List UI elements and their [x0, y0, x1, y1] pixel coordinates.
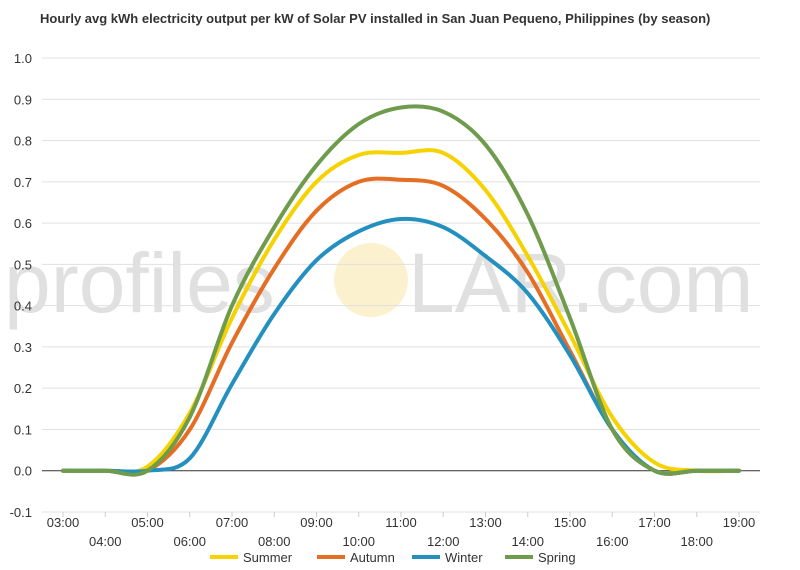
x-axis: 03:00 04:00 05:00 06:00 07:00 08:00 09:00 10:00…	[47, 512, 756, 549]
x-tick-label: 10:00	[342, 534, 375, 549]
y-tick-label: 0.5	[14, 257, 32, 272]
x-tick-label: 18:00	[680, 534, 713, 549]
x-tick-label: 04:00	[89, 534, 122, 549]
x-tick-label: 15:00	[554, 515, 587, 530]
y-tick-label: 0.9	[14, 92, 32, 107]
y-axis: -0.1 0.0 0.1 0.2 0.3 0.4 0.5 0.6 0.7 0.8 0.9 1.0	[10, 51, 32, 520]
x-tick-label: 16:00	[596, 534, 629, 549]
x-tick-label: 08:00	[258, 534, 291, 549]
x-tick-label: 19:00	[723, 515, 756, 530]
x-tick-label: 17:00	[638, 515, 671, 530]
legend-label-summer: Summer	[243, 550, 293, 565]
x-tick-label: 09:00	[300, 515, 333, 530]
watermark-text-right: LAR.com	[408, 236, 753, 330]
y-tick-label: 0.7	[14, 175, 32, 190]
legend-label-autumn: Autumn	[350, 550, 395, 565]
grid	[42, 57, 760, 513]
y-tick-label: 0.6	[14, 216, 32, 231]
series-line-spring	[61, 104, 741, 477]
series-group	[61, 104, 741, 477]
legend-label-spring: Spring	[538, 550, 576, 565]
y-tick-label: 0.2	[14, 381, 32, 396]
x-tick-label: 06:00	[173, 534, 206, 549]
y-tick-label: 0.0	[14, 464, 32, 479]
y-tick-label: 0.4	[14, 299, 32, 314]
x-tick-label: 11:00	[385, 515, 417, 530]
legend-label-winter: Winter	[445, 550, 483, 565]
x-tick-label: 14:00	[511, 534, 544, 549]
sun-icon	[334, 243, 408, 317]
x-tick-label: 07:00	[216, 515, 249, 530]
y-tick-label: 0.8	[14, 134, 32, 149]
y-tick-label: 0.3	[14, 340, 32, 355]
y-tick-label: -0.1	[10, 505, 32, 520]
chart-title: Hourly avg kWh electricity output per kW…	[40, 11, 711, 26]
y-tick-label: 0.1	[14, 422, 32, 437]
watermark: profiles LAR.com	[4, 236, 753, 330]
x-tick-label: 12:00	[427, 534, 460, 549]
x-tick-label: 05:00	[131, 515, 164, 530]
legend: Summer Autumn Winter Spring	[210, 550, 576, 565]
series-line-summer	[61, 148, 741, 474]
x-tick-label: 13:00	[469, 515, 502, 530]
y-tick-label: 1.0	[14, 51, 32, 66]
x-tick-label: 03:00	[47, 515, 80, 530]
